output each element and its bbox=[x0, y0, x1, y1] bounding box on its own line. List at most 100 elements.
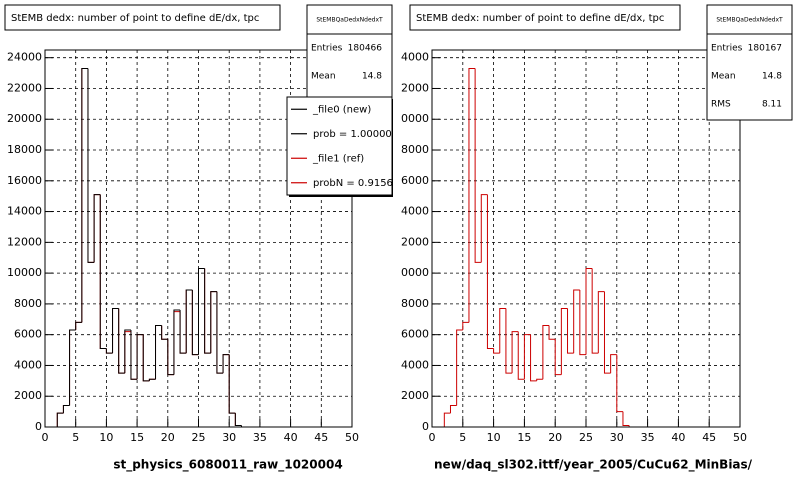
y-tick-label: 6000 bbox=[401, 328, 429, 341]
x-tick-label: 5 bbox=[459, 431, 466, 444]
y-tick-label: 10000 bbox=[7, 266, 42, 279]
legend-box bbox=[286, 96, 393, 196]
histogram-bin bbox=[474, 68, 482, 263]
axes-frame bbox=[44, 49, 353, 428]
y-tick-label: 2000 bbox=[401, 389, 429, 402]
y-tick-label: 24000 bbox=[7, 51, 42, 64]
histogram-bin bbox=[105, 348, 113, 354]
histogram-bin bbox=[443, 412, 451, 427]
x-tick-label: 40 bbox=[284, 431, 298, 444]
histogram-bin bbox=[87, 68, 95, 263]
x-tick-label: 35 bbox=[641, 431, 655, 444]
histogram-bin bbox=[567, 308, 574, 354]
histogram-bin bbox=[573, 289, 580, 354]
histogram-bin bbox=[75, 321, 82, 331]
histogram-bin bbox=[93, 194, 101, 263]
histogram-bin bbox=[69, 329, 76, 406]
y-tick-label: 4000 bbox=[14, 358, 42, 371]
y-tick-label: 4000 bbox=[401, 358, 429, 371]
panel: 0 2000 4000 6000 8000 10000 12000 14000 16000 180… bbox=[394, 4, 793, 473]
histogram-bin bbox=[493, 348, 500, 354]
histogram-bin bbox=[210, 291, 217, 354]
y-tick-label: 16000 bbox=[7, 174, 42, 187]
y-tick-label: 16000 bbox=[394, 174, 429, 187]
legend-label: prob = 1.000000 bbox=[313, 129, 398, 140]
stats-box bbox=[706, 4, 793, 121]
axes-frame bbox=[431, 49, 741, 428]
histogram-bin bbox=[560, 308, 568, 375]
stats-title: StEMBQaDedxNdedxT bbox=[316, 17, 383, 24]
histogram-bin bbox=[523, 334, 531, 380]
x-tick-label: 40 bbox=[671, 431, 685, 444]
stats-title: StEMBQaDedxNdedxT bbox=[716, 17, 783, 24]
chart-title: StEMB dedx: number of point to define dE… bbox=[416, 13, 664, 24]
stats-value: 180466 bbox=[348, 44, 383, 54]
histogram-bin bbox=[179, 310, 187, 354]
y-tick-label: 24000 bbox=[394, 51, 429, 64]
x-tick-label: 50 bbox=[733, 431, 747, 444]
histogram-bin bbox=[591, 268, 599, 354]
x-axis-label: st_physics_6080011_raw_1020004 bbox=[113, 458, 342, 473]
panel: 0 2000 4000 6000 8000 10000 12000 14000 16000 180… bbox=[4, 4, 399, 473]
y-tick-label: 20000 bbox=[394, 112, 429, 125]
histogram-bin bbox=[449, 404, 457, 414]
y-tick-label: 20000 bbox=[7, 112, 42, 125]
stats-value: 14.8 bbox=[362, 72, 382, 82]
y-tick-label: 10000 bbox=[394, 266, 429, 279]
y-tick-label: 18000 bbox=[7, 143, 42, 156]
histogram-bin bbox=[56, 412, 64, 427]
histogram-bin bbox=[462, 321, 469, 331]
histogram-bin bbox=[499, 308, 506, 354]
x-tick-label: 10 bbox=[99, 431, 113, 444]
y-tick-label: 2000 bbox=[14, 389, 42, 402]
x-tick-label: 30 bbox=[610, 431, 624, 444]
x-tick-label: 50 bbox=[345, 431, 359, 444]
y-tick-label: 0 bbox=[422, 420, 429, 433]
histogram-bin bbox=[517, 331, 525, 380]
y-tick-label: 18000 bbox=[394, 143, 429, 156]
stats-value: 8.11 bbox=[762, 100, 782, 110]
x-tick-label: 35 bbox=[253, 431, 267, 444]
histogram-bin bbox=[204, 268, 211, 354]
histogram-bin bbox=[468, 67, 476, 323]
histogram-bin bbox=[62, 404, 70, 414]
histogram-bin bbox=[185, 289, 193, 354]
histogram-bin bbox=[603, 291, 611, 374]
histogram-bin bbox=[148, 378, 156, 381]
y-tick-label: 12000 bbox=[394, 235, 429, 248]
x-tick-label: 25 bbox=[579, 431, 593, 444]
y-tick-label: 8000 bbox=[401, 297, 429, 310]
histogram-bin bbox=[167, 339, 174, 376]
y-tick-label: 22000 bbox=[394, 81, 429, 94]
legend-label: probN = 0.91569 bbox=[313, 178, 399, 189]
histogram-bin bbox=[191, 290, 199, 356]
histogram-bin bbox=[234, 413, 242, 426]
histogram-bin bbox=[136, 334, 144, 380]
histogram-bin bbox=[610, 354, 617, 374]
histogram-bin bbox=[118, 308, 125, 374]
histogram-bin bbox=[130, 330, 138, 380]
stats-label: Entries bbox=[711, 44, 743, 54]
y-tick-label: 14000 bbox=[7, 205, 42, 218]
x-tick-label: 10 bbox=[487, 431, 501, 444]
y-tick-label: 0 bbox=[35, 420, 42, 433]
histogram-bin bbox=[81, 67, 88, 323]
x-tick-label: 20 bbox=[161, 431, 175, 444]
chart-title: StEMB dedx: number of point to define dE… bbox=[11, 13, 259, 24]
histogram-bin bbox=[161, 325, 168, 340]
legend-label: _file1 (ref) bbox=[312, 153, 364, 164]
y-tick-label: 14000 bbox=[394, 205, 429, 218]
histogram-bin bbox=[198, 268, 205, 355]
x-axis-label: new/daq_sl302.ittf/year_2005/CuCu62_MinB… bbox=[434, 458, 753, 473]
y-tick-label: 22000 bbox=[7, 81, 42, 94]
x-tick-label: 5 bbox=[72, 431, 79, 444]
histogram-bin bbox=[155, 324, 162, 380]
histogram-bin bbox=[486, 194, 494, 350]
histogram-bin bbox=[456, 329, 463, 406]
title-box bbox=[409, 4, 681, 31]
stats-label: RMS bbox=[711, 100, 731, 110]
histogram-bin bbox=[222, 354, 230, 374]
histogram-bin bbox=[173, 309, 181, 375]
title-box bbox=[4, 4, 281, 31]
